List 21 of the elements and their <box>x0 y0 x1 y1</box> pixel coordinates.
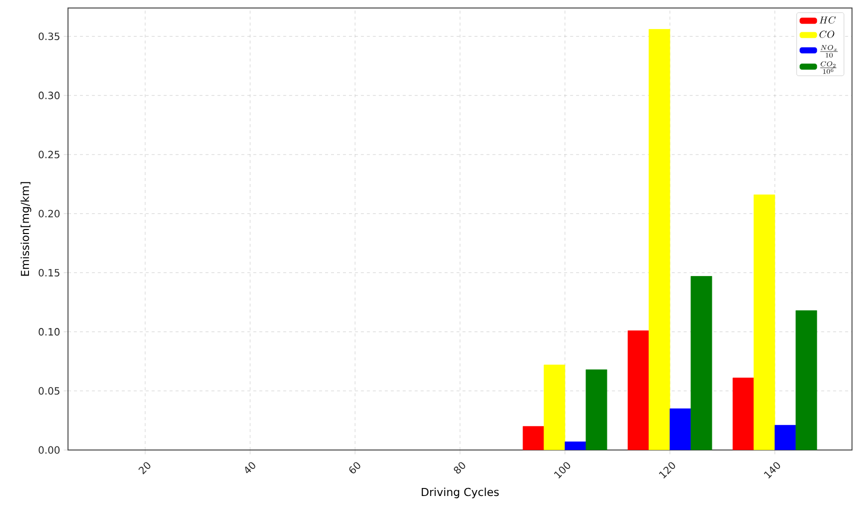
legend-label: $\frac{NO_x}{10}$ <box>820 45 838 58</box>
legend-label: $CO$ <box>820 30 834 38</box>
x-tick-label: 140 <box>764 462 780 478</box>
x-tick-label: 80 <box>454 462 466 474</box>
y-tick-label: 0.05 <box>38 387 60 395</box>
y-tick-label: 0.15 <box>38 268 60 276</box>
x-tick-label: 60 <box>349 462 360 474</box>
y-tick-label: 0.25 <box>38 150 60 158</box>
x-tick-label: 120 <box>658 462 676 478</box>
y-axis-title: Emission[mg/km] <box>20 182 32 276</box>
x-tick-label: 20 <box>138 462 150 474</box>
x-tick-label: 40 <box>245 462 256 474</box>
y-tick-label: 0.20 <box>38 210 60 218</box>
legend-label: $\frac{CO_2}{10^6}$ <box>820 61 836 74</box>
x-axis-title: Driving Cycles <box>422 488 499 498</box>
x-tick-label: 100 <box>554 462 570 478</box>
y-tick-label: 0.30 <box>38 92 60 100</box>
y-tick-label: 0.10 <box>38 328 60 336</box>
y-tick-label: 0.35 <box>38 32 60 40</box>
legend-label: $HC$ <box>819 16 836 24</box>
y-tick-label: 0.00 <box>38 446 60 454</box>
